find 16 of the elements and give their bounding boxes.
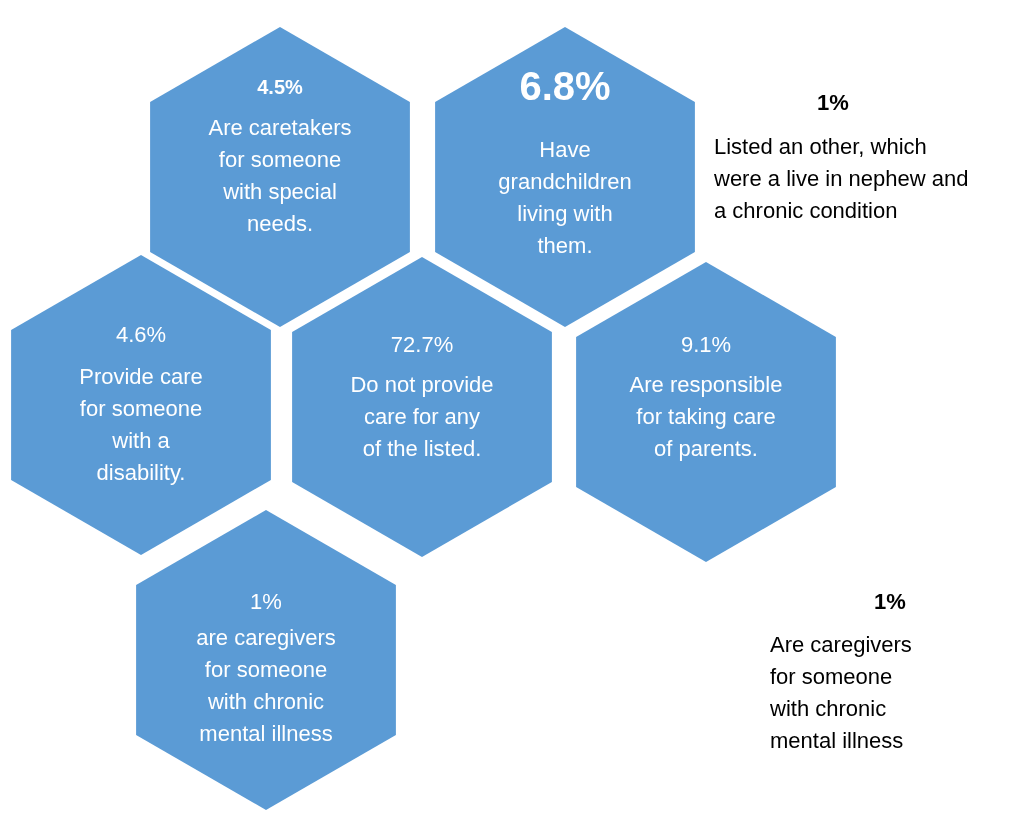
data-label: 72.7% xyxy=(390,332,454,357)
category-label: Have grandchildren living with them. xyxy=(498,137,632,258)
text: Are caregivers for someone with chronic mental illness xyxy=(769,632,912,753)
data-label: 1% xyxy=(250,589,282,614)
data-label: 4.5% xyxy=(257,76,304,98)
data-label: 6.8% xyxy=(519,64,611,108)
data-label: 9.1% xyxy=(680,332,732,357)
data-label: 4.6% xyxy=(115,322,167,347)
text: 1% xyxy=(817,90,849,115)
category-label: are caregivers for someone with chronic mental illness xyxy=(196,625,336,746)
category-label: Are caretakers for someone with special needs. xyxy=(208,115,352,236)
category-label: Do not provide care for any of the listed. xyxy=(350,372,494,461)
text: 1% xyxy=(874,589,906,614)
text: Listed an other, which were a live in nephew and a chronic condition xyxy=(713,134,969,223)
category-label: Provide care for someone with a disability. xyxy=(79,364,203,485)
category-label: Are responsible for taking care of parents. xyxy=(629,372,783,461)
